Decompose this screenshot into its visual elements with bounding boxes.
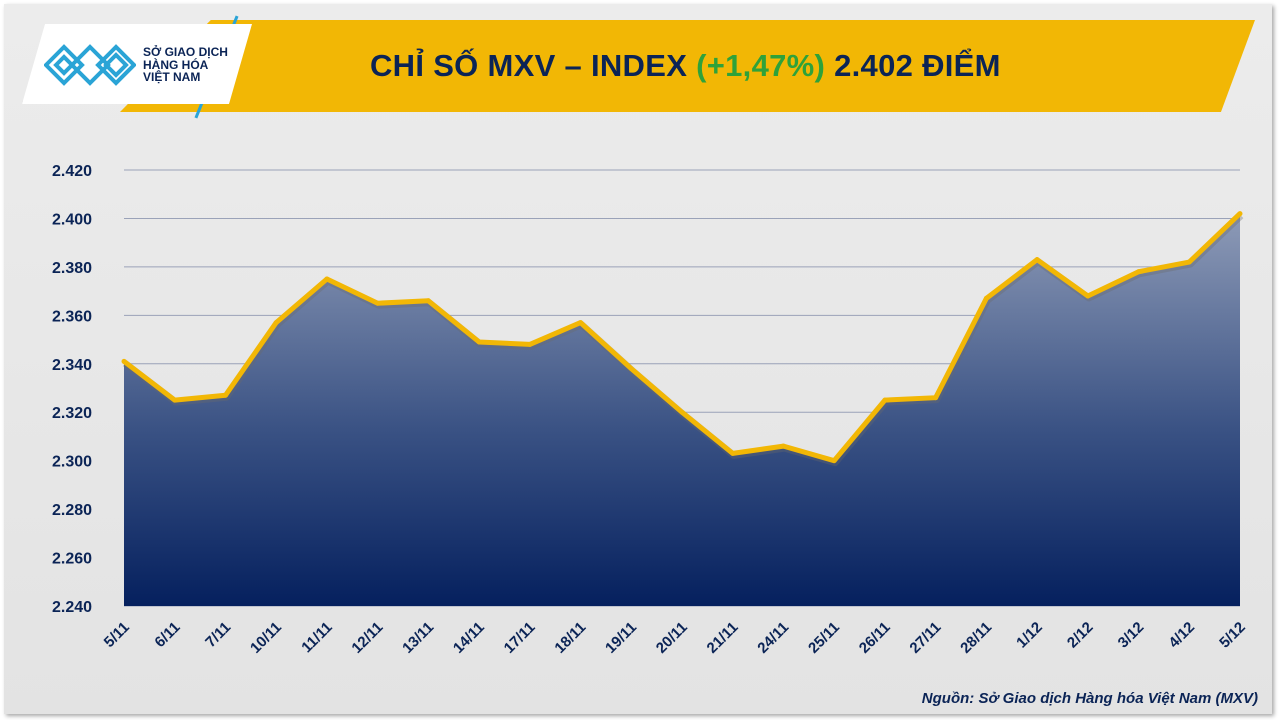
data-point (273, 320, 279, 326)
y-tick-label: 2.260 (52, 551, 92, 568)
data-point (324, 276, 330, 282)
data-point (933, 395, 939, 401)
x-tick-label: 18/11 (551, 619, 589, 657)
x-tick-label: 20/11 (653, 619, 691, 657)
data-point (1237, 211, 1243, 217)
data-point (527, 341, 533, 347)
data-point (578, 320, 584, 326)
x-tick-label: 12/11 (348, 619, 386, 657)
x-tick-label: 21/11 (704, 619, 742, 657)
y-tick-label: 2.240 (52, 599, 92, 616)
x-tick-label: 4/12 (1165, 619, 1198, 652)
x-tick-label: 25/11 (805, 619, 843, 657)
data-point (375, 300, 381, 306)
x-tick-label: 7/11 (202, 619, 234, 651)
x-tick-label: 11/11 (298, 619, 335, 656)
data-point (882, 397, 888, 403)
data-point (172, 397, 178, 403)
x-tick-label: 5/11 (101, 619, 133, 651)
mxv-logo-icon (44, 44, 136, 86)
data-point (121, 358, 127, 364)
x-tick-label: 28/11 (957, 619, 995, 657)
title-value: 2.402 ĐIỂM (825, 48, 1001, 83)
y-tick-label: 2.340 (52, 357, 92, 374)
data-point (983, 295, 989, 301)
logo-card (22, 24, 252, 104)
x-tick-label: 17/11 (501, 619, 539, 657)
x-tick-label: 26/11 (856, 619, 894, 657)
data-point (476, 339, 482, 345)
y-tick-label: 2.320 (52, 405, 92, 422)
data-point (425, 298, 431, 304)
x-tick-label: 14/11 (450, 619, 488, 657)
x-tick-label: 24/11 (754, 619, 792, 657)
logo-line-2: HÀNG HÓA (143, 57, 209, 72)
data-point (628, 366, 634, 372)
x-tick-label: 19/11 (602, 619, 640, 657)
y-tick-label: 2.280 (52, 502, 92, 519)
y-tick-label: 2.360 (52, 308, 92, 325)
x-tick-label: 5/12 (1216, 619, 1249, 652)
title-change: (+1,47%) (696, 48, 826, 83)
y-tick-label: 2.380 (52, 260, 92, 277)
data-point (1136, 269, 1142, 275)
x-tick-label: 1/12 (1013, 619, 1046, 652)
logo-text: SỞ GIAO DỊCH HÀNG HÓA VIỆT NAM (143, 46, 228, 84)
logo-line-3: VIỆT NAM (143, 70, 201, 84)
x-tick-label: 10/11 (247, 619, 285, 657)
logo-line-1: SỞ GIAO DỊCH (143, 45, 228, 59)
x-tick-label: 3/12 (1115, 619, 1148, 652)
data-point (730, 450, 736, 456)
data-point (780, 443, 786, 449)
chart-title: CHỈ SỐ MXV – INDEX (+1,47%) 2.402 ĐIỂM (370, 48, 1001, 84)
y-tick-label: 2.300 (52, 454, 92, 471)
y-tick-label: 2.400 (52, 211, 92, 228)
x-tick-label: 27/11 (906, 619, 944, 657)
title-banner (120, 20, 1255, 112)
y-tick-label: 2.420 (52, 163, 92, 180)
data-point (1085, 293, 1091, 299)
data-point (1186, 259, 1192, 265)
data-point (679, 409, 685, 415)
data-point (1034, 257, 1040, 263)
x-tick-label: 13/11 (399, 619, 437, 657)
source-note: Nguồn: Sở Giao dịch Hàng hóa Việt Nam (M… (921, 690, 1258, 707)
title-prefix: CHỈ SỐ MXV – INDEX (370, 48, 697, 83)
x-tick-label: 2/12 (1064, 619, 1097, 652)
data-point (222, 392, 228, 398)
data-point (831, 458, 837, 464)
area-fill (124, 213, 1240, 606)
x-tick-label: 6/11 (151, 619, 183, 651)
